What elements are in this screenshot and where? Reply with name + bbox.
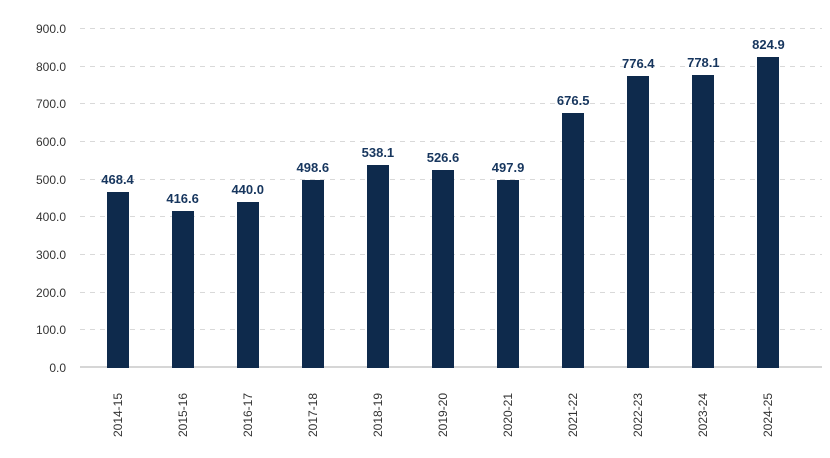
bar-value-label: 776.4 [621, 55, 655, 71]
bar [497, 180, 520, 368]
bar-value-label: 778.1 [687, 54, 720, 70]
x-tick-cell: 2022-23 [606, 380, 671, 450]
y-axis: 0.0 100.0 200.0 300.0 400.0 500.0 600.0 700.0 80… [0, 0, 66, 458]
gridline [80, 28, 822, 29]
bar [171, 211, 194, 368]
bar [366, 165, 389, 368]
x-tick-label: 2021-22 [566, 392, 581, 438]
bar-value-label: 676.5 [556, 93, 590, 109]
x-tick-cell: 2020-21 [476, 380, 541, 450]
bar-value-label: 468.4 [101, 171, 134, 187]
x-tick-label: 2018-19 [370, 392, 385, 438]
x-tick-label: 2023-24 [696, 392, 711, 438]
x-tick-cell: 2024-25 [736, 380, 801, 450]
bar [627, 75, 650, 368]
x-tick-cell: 2016-17 [215, 380, 280, 450]
bar [236, 202, 259, 368]
y-tick-label: 700.0 [35, 97, 66, 112]
x-tick-cell: 2014-15 [85, 380, 150, 450]
x-tick-label: 2019-20 [436, 392, 451, 438]
bar-value-label: 416.6 [166, 191, 199, 207]
bar [432, 169, 454, 368]
gridline [80, 65, 822, 67]
bars: 468.4 416.6 440.0 498.6 538.1 526.6 497.9 676.5… [85, 29, 801, 368]
bar [562, 113, 585, 368]
y-tick-label: 100.0 [35, 323, 66, 338]
x-tick-label: 2024-25 [761, 392, 776, 438]
bar [106, 191, 129, 368]
x-tick-cell: 2019-20 [410, 380, 475, 450]
y-tick-label: 0.0 [49, 361, 66, 375]
x-tick-cell: 2018-19 [345, 380, 410, 450]
y-tick-label: 900.0 [35, 22, 66, 36]
x-tick-label: 2020-21 [501, 392, 516, 438]
gridline [80, 103, 822, 105]
x-tick-label: 2015-16 [175, 392, 190, 438]
bar-value-label: 440.0 [231, 182, 264, 198]
y-tick-label: 600.0 [35, 135, 66, 149]
gridline [80, 141, 822, 142]
bar-value-label: 538.1 [361, 145, 395, 161]
bar-value-label: 824.9 [752, 37, 785, 53]
bar [757, 57, 780, 368]
x-axis: 2014-15 2015-16 2016-17 2017-18 2018-19 2019-… [85, 380, 801, 450]
x-tick-cell: 2023-24 [671, 380, 736, 450]
x-tick-label: 2022-23 [631, 392, 646, 438]
y-tick-label: 500.0 [35, 172, 66, 187]
y-tick-label: 300.0 [35, 248, 66, 262]
x-tick-label: 2014-15 [110, 392, 125, 438]
x-tick-label: 2017-18 [305, 392, 320, 438]
x-tick-cell: 2017-18 [280, 380, 345, 450]
bar [301, 180, 324, 368]
y-tick-label: 400.0 [35, 210, 66, 225]
y-tick-label: 800.0 [35, 59, 66, 74]
bar [692, 74, 715, 368]
y-tick-label: 200.0 [35, 285, 66, 300]
x-tick-cell: 2015-16 [150, 380, 215, 450]
bar-value-label: 498.6 [296, 160, 330, 176]
x-tick-cell: 2021-22 [541, 380, 606, 450]
x-tick-label: 2016-17 [240, 392, 255, 438]
bar-value-label: 526.6 [426, 149, 460, 165]
bar-value-label: 497.9 [491, 160, 525, 176]
plot-area: 468.4 416.6 440.0 498.6 538.1 526.6 497.9 676.5… [80, 28, 822, 368]
